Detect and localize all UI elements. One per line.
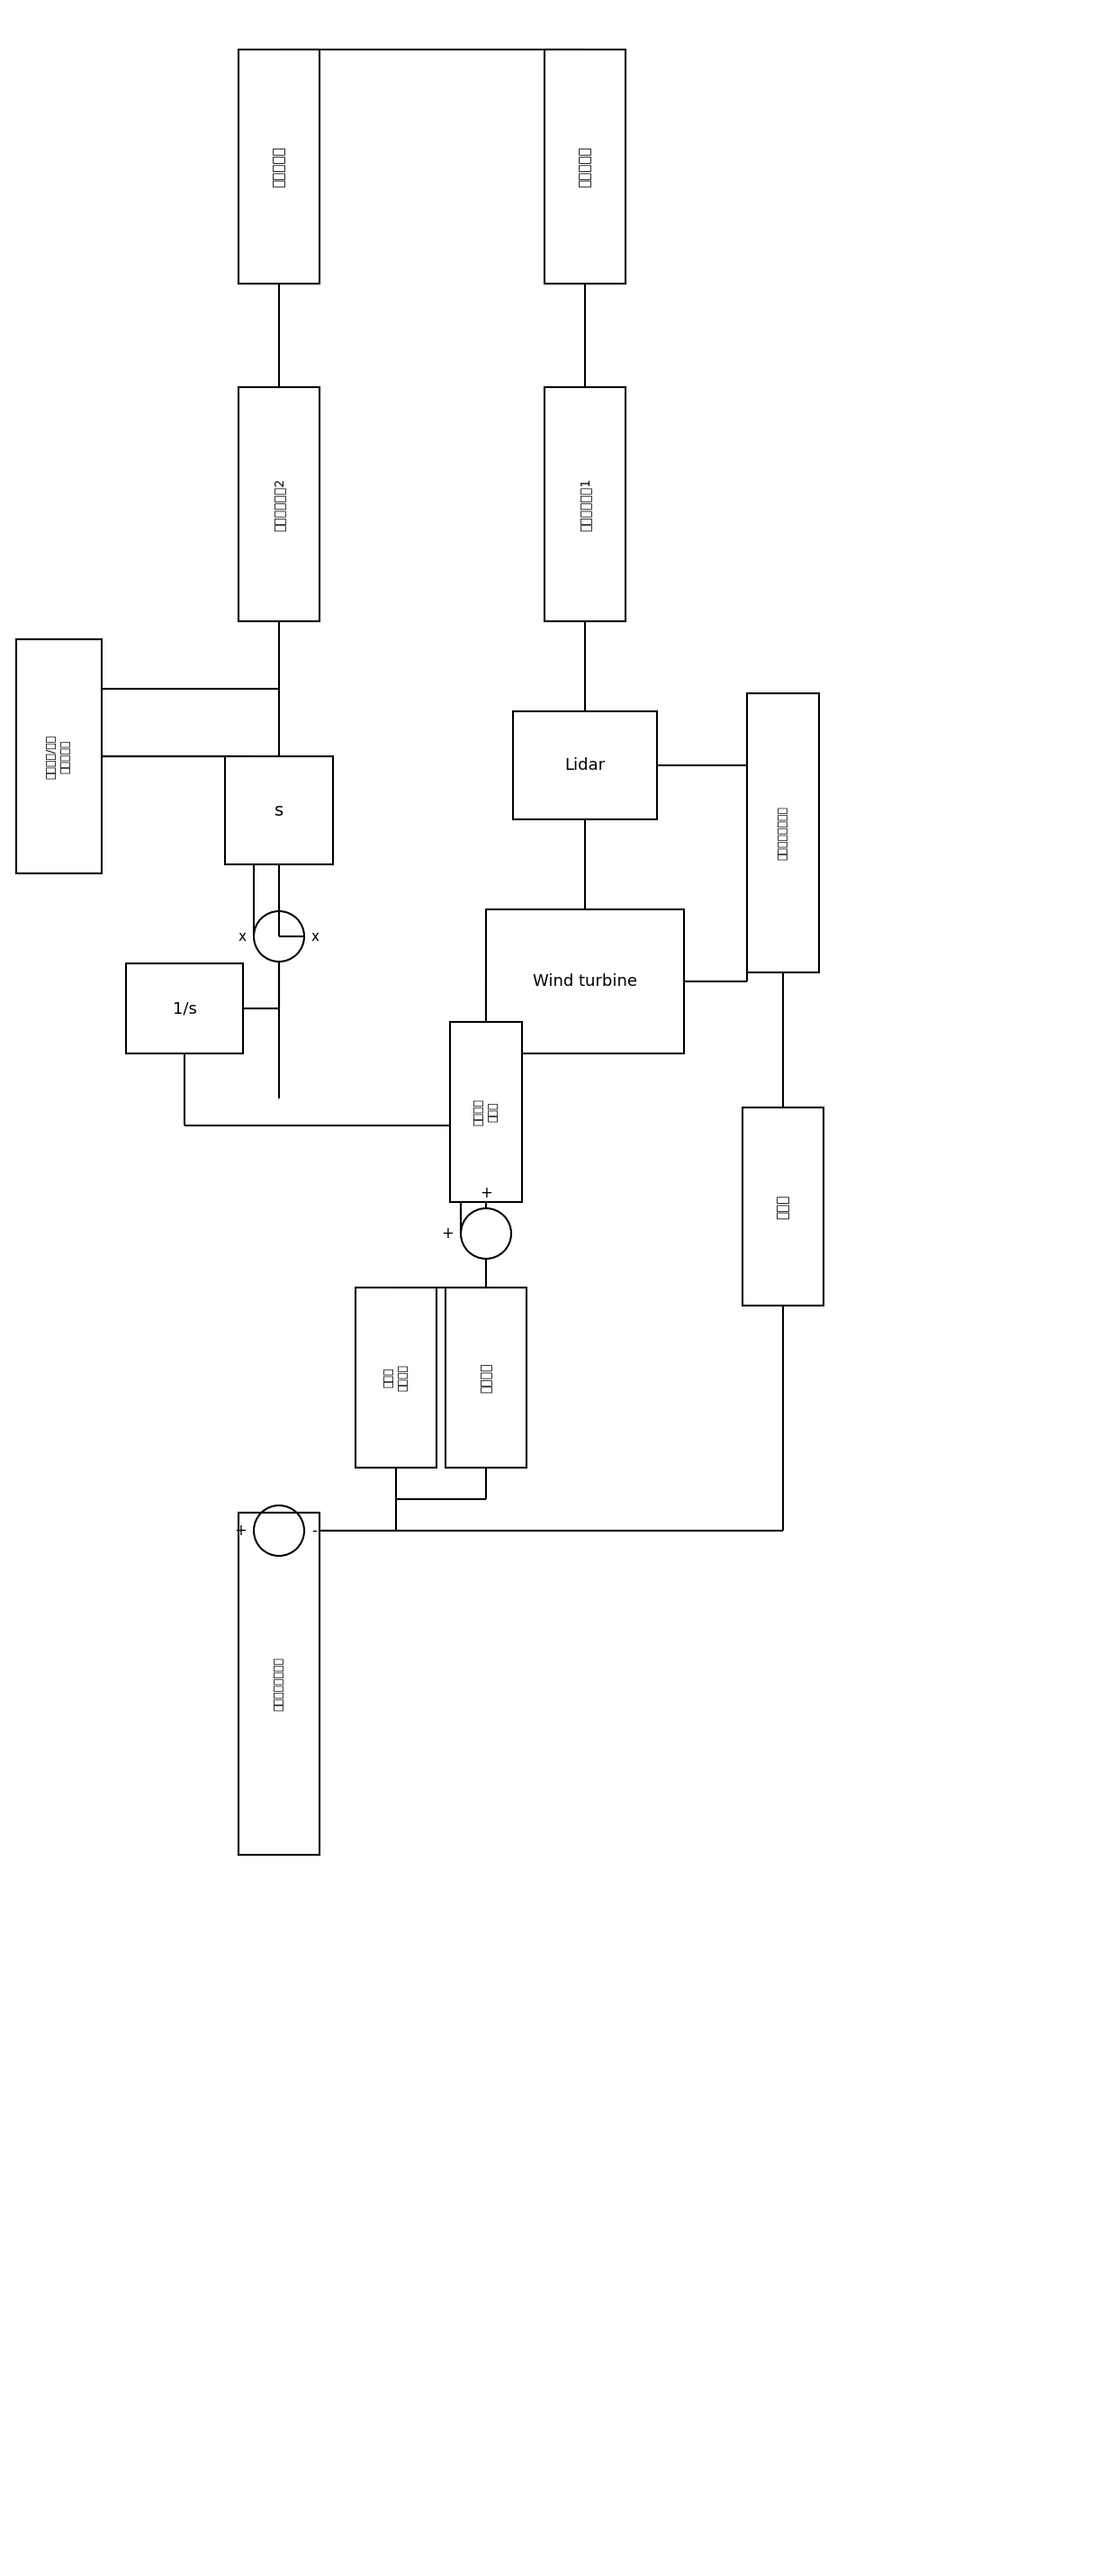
Text: 比例控制: 比例控制	[480, 1363, 492, 1394]
Bar	[445, 1288, 527, 1468]
Bar	[545, 49, 625, 283]
Text: Wind turbine: Wind turbine	[532, 974, 637, 989]
Text: 双积分
增益控制: 双积分 增益控制	[383, 1365, 410, 1391]
Text: 滤波器: 滤波器	[777, 1195, 790, 1218]
Bar	[16, 639, 102, 873]
Bar	[747, 693, 819, 971]
Bar	[239, 1512, 319, 1855]
Bar	[239, 49, 319, 283]
Text: +: +	[441, 1226, 453, 1242]
Text: 变桨位置/风速
微分增益表: 变桨位置/风速 微分增益表	[46, 734, 71, 778]
Text: 发电机转速测量值: 发电机转速测量值	[777, 806, 789, 860]
Bar	[742, 1108, 824, 1306]
Text: 数据处理单元2: 数据处理单元2	[272, 477, 286, 531]
Text: 1/s: 1/s	[172, 999, 196, 1018]
Text: 带阻滤波器: 带阻滤波器	[272, 147, 286, 188]
Text: x: x	[239, 930, 247, 943]
Bar	[356, 1288, 436, 1468]
Text: +: +	[480, 1185, 492, 1200]
Bar	[485, 909, 684, 1054]
Text: 数据处理单元1: 数据处理单元1	[579, 477, 591, 531]
Text: -: -	[311, 1522, 317, 1538]
Text: Lidar: Lidar	[565, 757, 605, 773]
Text: +: +	[234, 1522, 247, 1538]
Bar	[225, 757, 333, 866]
Text: 发电机转速给定值: 发电机转速给定值	[273, 1656, 285, 1710]
Bar	[239, 386, 319, 621]
Text: 低通滤波器: 低通滤波器	[578, 147, 591, 188]
Text: s: s	[275, 801, 283, 819]
Bar	[126, 963, 243, 1054]
Bar	[545, 386, 625, 621]
Bar	[513, 711, 657, 819]
Text: 变桨位置
给定值: 变桨位置 给定值	[473, 1097, 499, 1126]
Bar	[450, 1023, 522, 1203]
Text: x: x	[311, 930, 319, 943]
